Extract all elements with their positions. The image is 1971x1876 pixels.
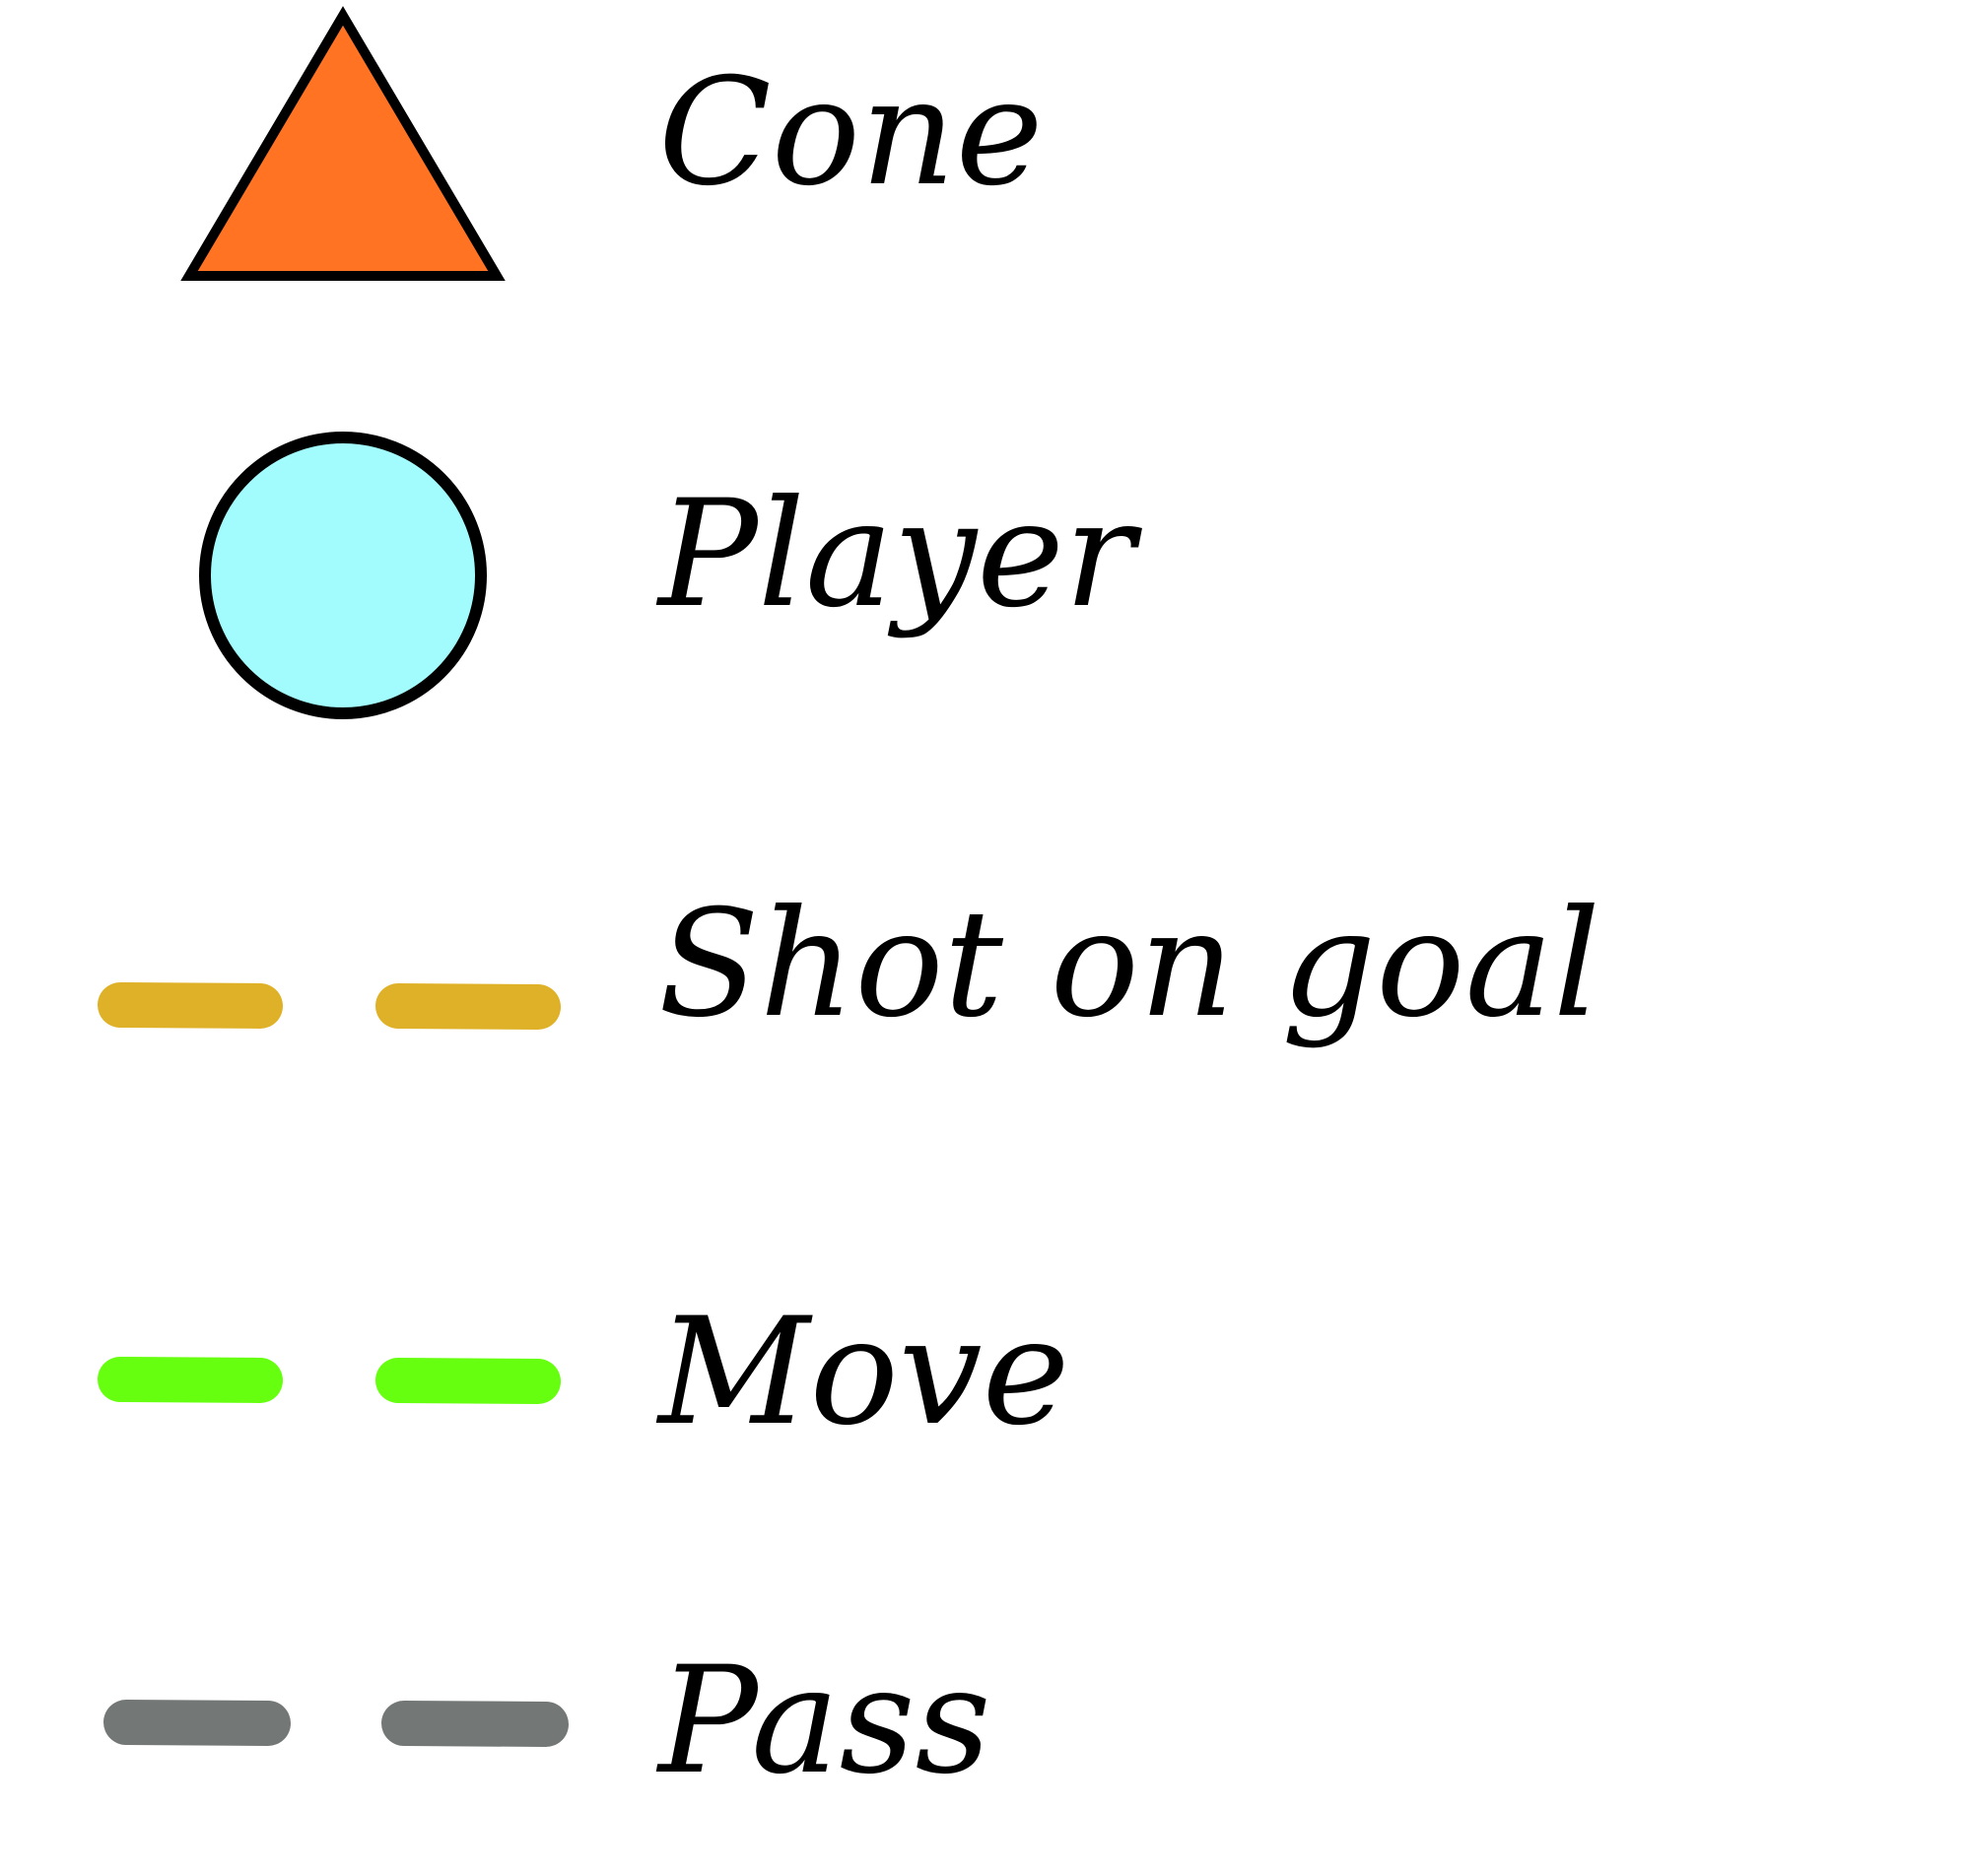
pass-dash-1 [103, 1700, 291, 1746]
legend-label-move: Move [658, 1287, 1070, 1458]
legend-label-shot-on-goal: Shot on goal [658, 879, 1600, 1050]
shot-dash-1 [98, 982, 283, 1029]
legend-label-cone: Cone [658, 47, 1044, 219]
move-dash-2 [375, 1358, 561, 1404]
legend-label-pass: Pass [658, 1636, 991, 1807]
legend-label-player: Player [658, 469, 1135, 640]
move-dash-1 [98, 1357, 283, 1403]
player-circle [199, 432, 487, 719]
pass-dash-2 [381, 1701, 569, 1747]
move-line-icon [98, 1357, 561, 1404]
shot-on-goal-line-icon [98, 982, 561, 1030]
cone-triangle [180, 6, 506, 281]
cone-icon [180, 6, 506, 281]
shot-dash-2 [375, 983, 561, 1030]
player-icon [199, 432, 487, 719]
